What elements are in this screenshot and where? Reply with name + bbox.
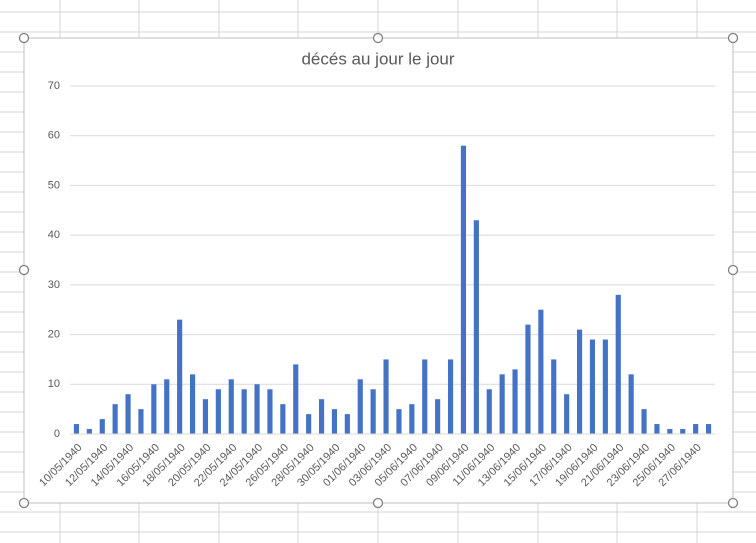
bar (422, 359, 428, 434)
bar (112, 404, 118, 434)
bar (202, 399, 209, 434)
bar (344, 414, 350, 434)
bar (177, 319, 183, 434)
bar (460, 145, 467, 434)
y-tick-label: 0 (54, 428, 60, 440)
bar (641, 409, 647, 434)
y-tick-label: 60 (48, 130, 60, 142)
bar (602, 339, 608, 434)
bar (331, 409, 338, 434)
bar (486, 389, 492, 434)
chart-title: décés au jour le jour (301, 49, 454, 68)
bar (383, 359, 389, 434)
y-tick-label: 50 (48, 179, 60, 191)
bar (499, 374, 505, 434)
bar (525, 324, 531, 434)
y-tick-label: 10 (48, 378, 60, 390)
bar (138, 409, 144, 434)
bar (99, 419, 105, 434)
bar (241, 389, 247, 434)
y-tick-label: 40 (48, 229, 60, 241)
bar (293, 364, 299, 434)
bar (693, 424, 699, 434)
bar (357, 379, 363, 434)
bar (576, 329, 583, 434)
bar (267, 389, 273, 434)
bar (280, 404, 286, 434)
bar (125, 394, 131, 434)
bar (254, 384, 260, 434)
y-tick-label: 30 (48, 279, 60, 291)
bar (680, 429, 686, 434)
bar (228, 379, 234, 434)
bar (435, 399, 441, 434)
bar (409, 404, 415, 434)
selection-handles (18, 32, 739, 509)
bar (654, 424, 660, 434)
bar (164, 379, 170, 434)
bar (512, 369, 518, 434)
bar (151, 384, 157, 434)
bar (564, 394, 570, 434)
bar (473, 220, 479, 434)
bar (306, 414, 312, 434)
bar (628, 374, 634, 434)
y-tick-label: 20 (48, 328, 60, 340)
bar (86, 429, 92, 434)
bar (551, 359, 557, 434)
bar (615, 294, 621, 434)
bar (370, 389, 376, 434)
bar (318, 399, 325, 434)
bar (667, 429, 673, 434)
bar (589, 339, 596, 434)
bar (447, 359, 454, 434)
bar (705, 424, 712, 434)
bar (189, 374, 196, 434)
bar (215, 389, 221, 434)
bar (396, 409, 402, 434)
bar (73, 424, 80, 434)
bar (538, 309, 544, 434)
y-tick-label: 70 (48, 80, 60, 92)
